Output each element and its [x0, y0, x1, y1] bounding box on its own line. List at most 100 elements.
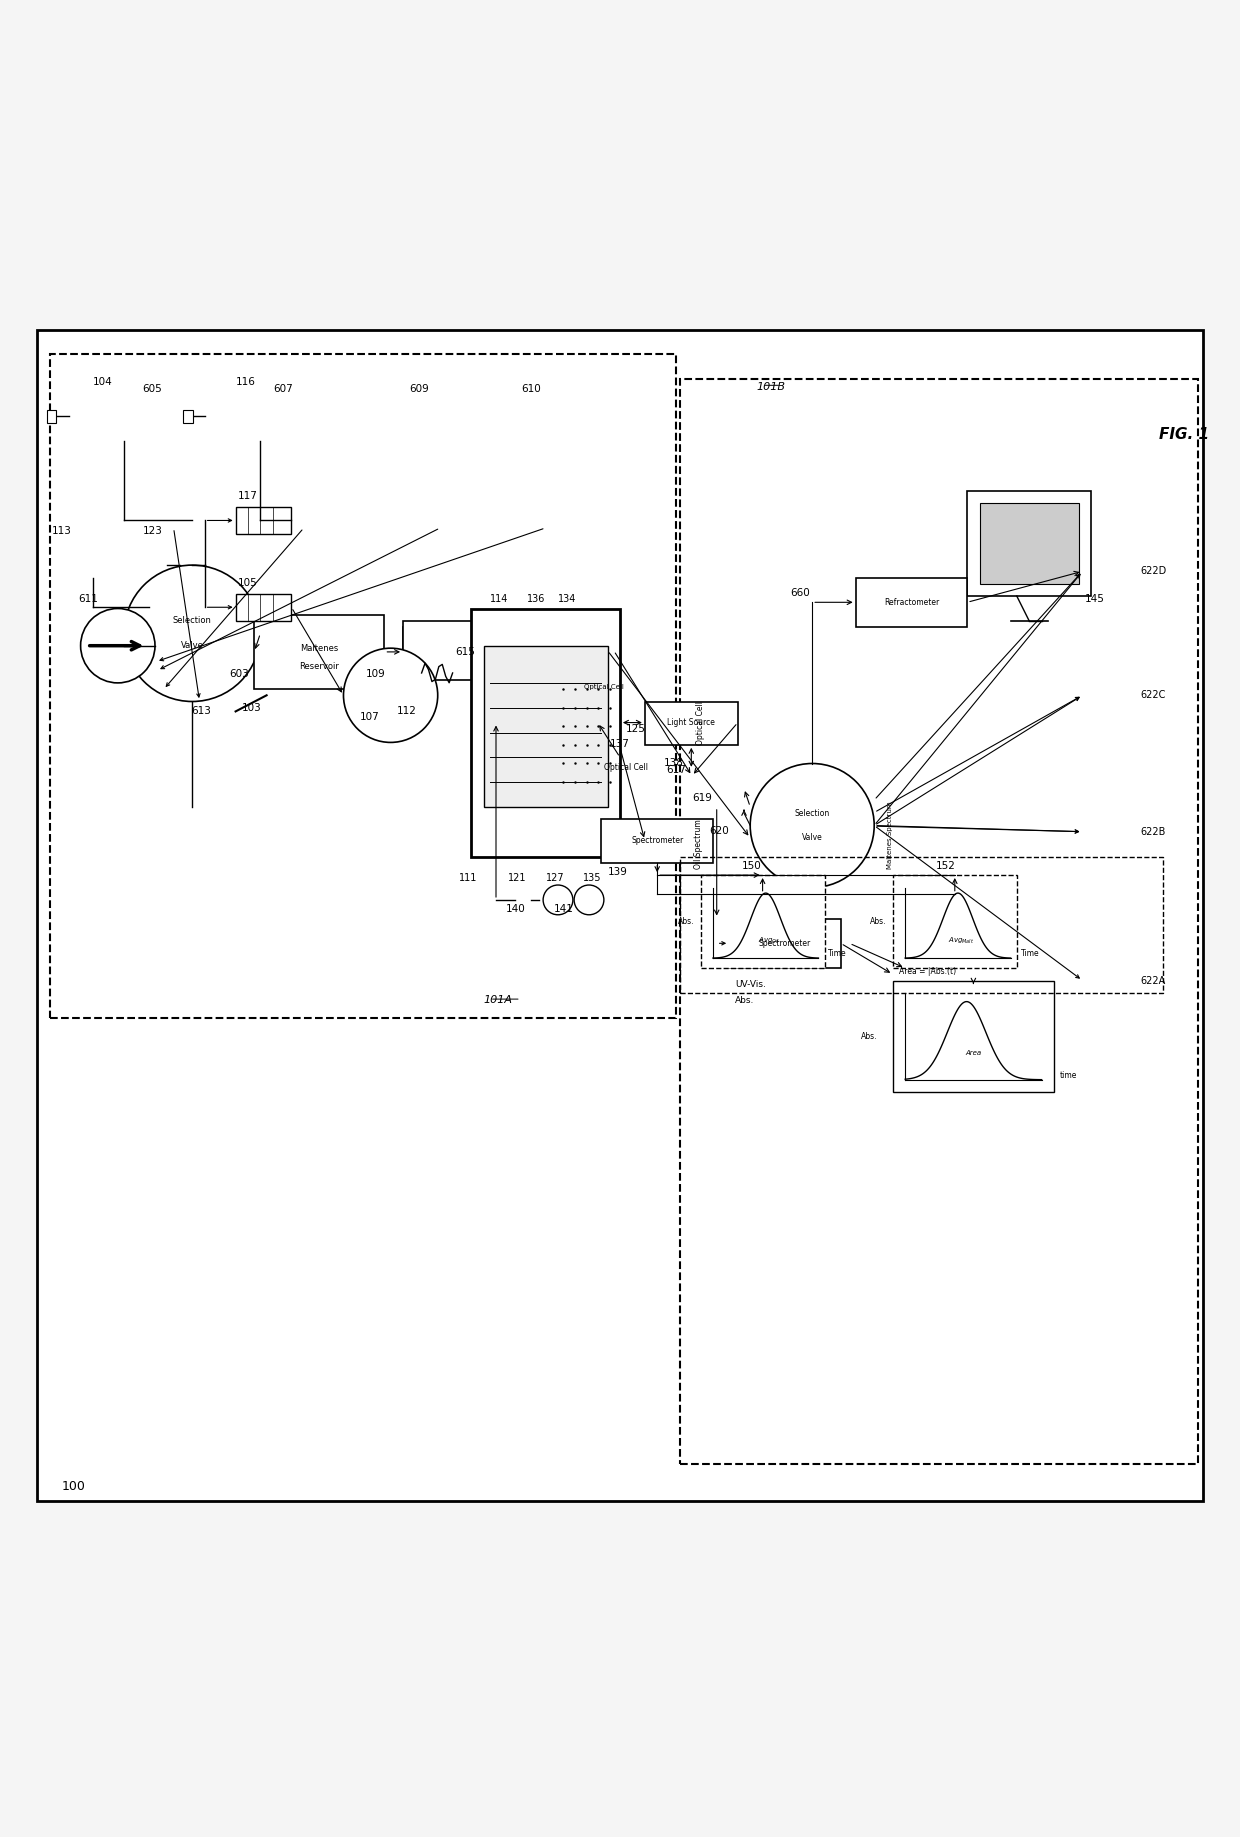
Ellipse shape — [585, 621, 604, 680]
Text: 111: 111 — [459, 873, 477, 884]
Text: 135: 135 — [583, 873, 601, 884]
Text: 136: 136 — [527, 595, 546, 604]
Polygon shape — [689, 744, 744, 806]
FancyBboxPatch shape — [1100, 944, 1120, 950]
FancyBboxPatch shape — [1091, 812, 1128, 867]
Text: 109: 109 — [366, 669, 386, 678]
Text: 140: 140 — [506, 904, 526, 915]
Text: 615: 615 — [455, 647, 475, 658]
FancyBboxPatch shape — [428, 424, 453, 434]
Text: 613: 613 — [191, 705, 211, 716]
Polygon shape — [515, 887, 531, 913]
Text: 112: 112 — [397, 705, 417, 716]
FancyBboxPatch shape — [522, 448, 569, 516]
Text: Valve: Valve — [802, 834, 822, 843]
Text: 622B: 622B — [1141, 827, 1166, 836]
Text: Abs.: Abs. — [678, 917, 694, 926]
FancyBboxPatch shape — [236, 507, 291, 535]
FancyBboxPatch shape — [236, 593, 291, 621]
Text: 660: 660 — [790, 588, 810, 599]
Text: Oil Spectrum: Oil Spectrum — [694, 819, 703, 869]
FancyBboxPatch shape — [601, 819, 713, 863]
Text: Selection: Selection — [172, 617, 212, 625]
Text: 117: 117 — [238, 490, 258, 502]
Text: 137: 137 — [610, 738, 630, 749]
Text: 123: 123 — [143, 525, 162, 536]
Text: 619: 619 — [692, 794, 712, 803]
Circle shape — [124, 566, 260, 702]
Ellipse shape — [293, 391, 308, 441]
FancyBboxPatch shape — [1091, 961, 1128, 1016]
Text: 150: 150 — [742, 862, 761, 871]
Polygon shape — [180, 553, 192, 577]
Text: 611: 611 — [78, 595, 98, 604]
FancyBboxPatch shape — [484, 645, 608, 806]
Text: 105: 105 — [238, 579, 258, 588]
Circle shape — [574, 885, 604, 915]
Text: 622A: 622A — [1141, 975, 1166, 985]
Text: 103: 103 — [242, 704, 262, 713]
FancyBboxPatch shape — [432, 434, 449, 452]
Text: 603: 603 — [229, 669, 249, 678]
Polygon shape — [598, 698, 642, 748]
Text: Time: Time — [1021, 950, 1039, 959]
Text: Refractometer: Refractometer — [884, 597, 939, 606]
Text: Selection: Selection — [795, 808, 830, 817]
FancyBboxPatch shape — [403, 621, 595, 680]
FancyBboxPatch shape — [701, 874, 825, 968]
FancyBboxPatch shape — [1091, 676, 1128, 731]
Text: 104: 104 — [93, 377, 113, 388]
Text: Optical Cell: Optical Cell — [696, 702, 706, 744]
FancyBboxPatch shape — [165, 434, 182, 452]
FancyBboxPatch shape — [1104, 801, 1117, 816]
Text: Maltenes Spectrum: Maltenes Spectrum — [887, 801, 893, 869]
Text: Spectrometer: Spectrometer — [759, 939, 811, 948]
FancyBboxPatch shape — [893, 874, 1017, 968]
Text: Abs.: Abs. — [735, 996, 755, 1005]
FancyBboxPatch shape — [295, 434, 312, 452]
FancyBboxPatch shape — [254, 615, 384, 689]
Text: Optical Cell: Optical Cell — [584, 683, 624, 691]
Polygon shape — [77, 540, 109, 577]
Text: Abs.: Abs. — [862, 1032, 878, 1042]
FancyBboxPatch shape — [980, 503, 1079, 584]
Circle shape — [543, 885, 573, 915]
Text: time: time — [1060, 1071, 1078, 1080]
Polygon shape — [267, 658, 341, 707]
FancyBboxPatch shape — [150, 448, 197, 516]
FancyBboxPatch shape — [471, 608, 620, 856]
FancyBboxPatch shape — [280, 448, 327, 516]
FancyBboxPatch shape — [729, 918, 841, 968]
Text: Abs.: Abs. — [870, 917, 887, 926]
Circle shape — [750, 764, 874, 887]
Polygon shape — [149, 553, 167, 577]
Text: Spectrometer: Spectrometer — [631, 836, 683, 845]
Text: $Avg_{Oil}$: $Avg_{Oil}$ — [758, 937, 780, 946]
Text: 114: 114 — [490, 595, 508, 604]
FancyBboxPatch shape — [47, 410, 57, 423]
Text: FIG. 1: FIG. 1 — [1159, 428, 1209, 443]
Text: Area = |Abs.(t): Area = |Abs.(t) — [899, 968, 956, 975]
FancyBboxPatch shape — [161, 424, 186, 434]
Text: 139: 139 — [608, 867, 627, 876]
FancyBboxPatch shape — [537, 434, 554, 452]
Text: 617: 617 — [667, 766, 687, 775]
Text: 101B: 101B — [756, 382, 785, 391]
FancyBboxPatch shape — [37, 329, 1203, 1501]
Text: 134: 134 — [558, 595, 577, 604]
Text: 152: 152 — [936, 862, 956, 871]
FancyBboxPatch shape — [213, 386, 306, 446]
Text: Optical Cell: Optical Cell — [604, 762, 649, 772]
Ellipse shape — [394, 621, 412, 680]
Text: 622C: 622C — [1141, 691, 1166, 700]
Text: $Avg_{Malt}$: $Avg_{Malt}$ — [947, 937, 975, 946]
Text: 605: 605 — [143, 384, 162, 393]
Text: 138: 138 — [663, 759, 683, 768]
Text: 609: 609 — [409, 384, 429, 393]
Text: 100: 100 — [62, 1479, 86, 1493]
Text: 107: 107 — [360, 713, 379, 722]
Ellipse shape — [156, 391, 171, 441]
FancyBboxPatch shape — [291, 424, 316, 434]
FancyBboxPatch shape — [1104, 950, 1117, 964]
FancyBboxPatch shape — [77, 386, 171, 446]
